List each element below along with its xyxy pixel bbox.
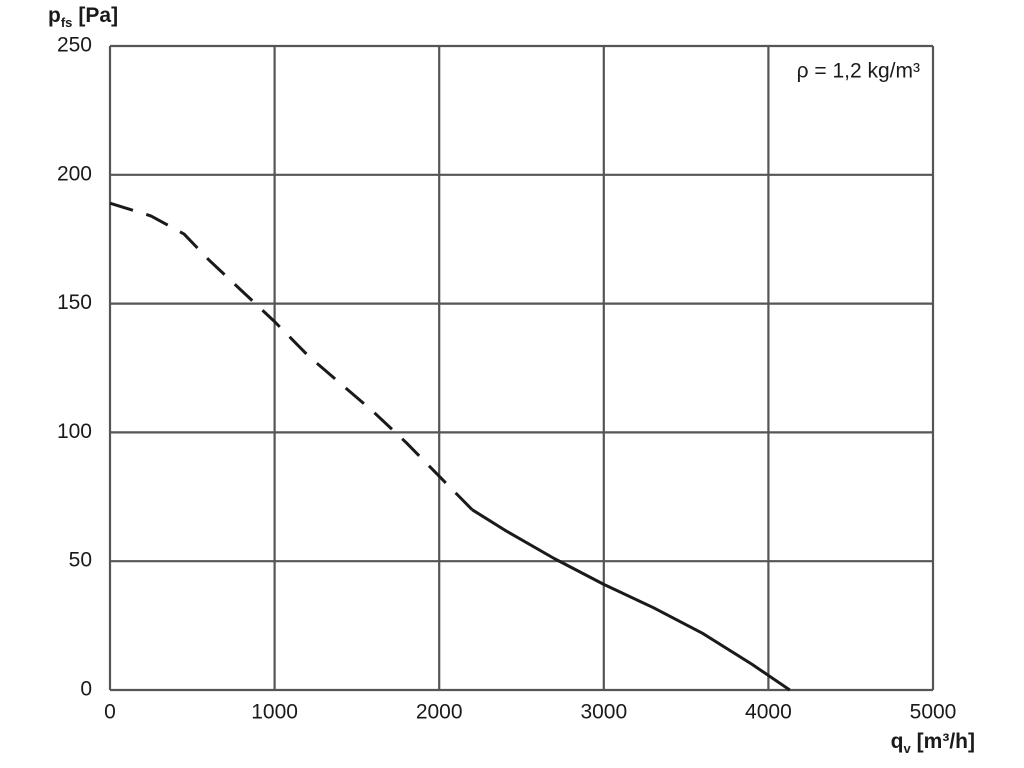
y-label-main: p bbox=[48, 4, 61, 27]
y-tick-label: 100 bbox=[57, 420, 92, 443]
x-label-unit: [m³/h] bbox=[917, 730, 975, 753]
x-tick-label: 0 bbox=[104, 701, 116, 724]
y-label-sub: fs bbox=[61, 15, 73, 30]
y-tick-label: 50 bbox=[69, 549, 92, 572]
x-tick-label: 5000 bbox=[910, 701, 957, 724]
y-tick-label: 200 bbox=[57, 162, 92, 185]
x-axis-label: qv [m³/h] bbox=[891, 730, 975, 757]
x-label-sub: v bbox=[903, 741, 911, 756]
x-tick-label: 2000 bbox=[416, 701, 463, 724]
curve bbox=[109, 201, 474, 511]
x-tick-label: 4000 bbox=[745, 701, 792, 724]
y-tick-label: 250 bbox=[57, 34, 92, 57]
y-tick-label: 150 bbox=[57, 291, 92, 314]
x-tick-label: 3000 bbox=[580, 701, 627, 724]
x-tick-label: 1000 bbox=[251, 701, 298, 724]
x-label-main: q bbox=[891, 730, 904, 753]
y-tick-label: 0 bbox=[80, 678, 92, 701]
curve bbox=[471, 508, 791, 692]
y-label-unit: [Pa] bbox=[78, 4, 118, 27]
annotation: ρ = 1,2 kg/m³ bbox=[797, 60, 920, 83]
y-axis-label: pfs [Pa] bbox=[48, 4, 118, 31]
